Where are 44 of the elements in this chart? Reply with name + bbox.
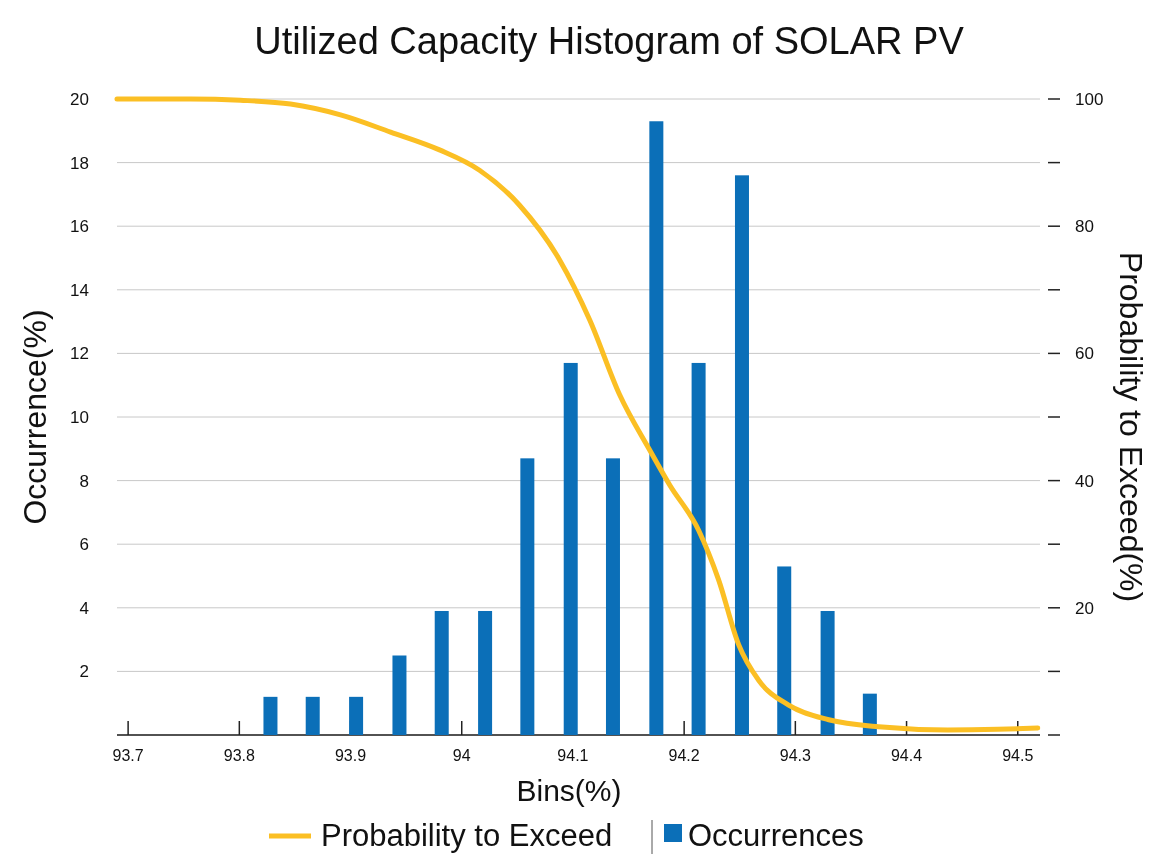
bar [349, 696, 364, 735]
bar [392, 655, 407, 735]
y2-tick-label: 100 [1075, 90, 1104, 109]
bar [605, 458, 620, 735]
y2-axis-title: Probability to Exceed(%) [1113, 251, 1149, 603]
legend-label: Occurrences [688, 818, 864, 853]
y-tick-label: 2 [79, 662, 89, 682]
y-tick-label: 8 [79, 471, 89, 491]
bar [777, 566, 792, 735]
x-tick-label: 94.2 [668, 747, 700, 764]
y-tick-label: 10 [70, 408, 89, 427]
bar [263, 696, 278, 735]
chart-title: Utilized Capacity Histogram of SOLAR PV [254, 20, 965, 62]
x-tick-label: 93.7 [112, 747, 144, 764]
y-tick-label: 6 [79, 535, 89, 555]
bar [434, 610, 449, 735]
x-axis-title: Bins(%) [516, 774, 622, 807]
y-tick-label: 18 [70, 153, 89, 173]
y-axis-title: Occurrence(%) [17, 309, 53, 525]
y-tick-label: 20 [70, 90, 89, 109]
bar [563, 362, 578, 735]
x-tick-label: 94.3 [779, 747, 812, 764]
x-tick-label: 93.8 [223, 747, 255, 764]
bar [649, 121, 664, 735]
bar [734, 175, 749, 735]
bar [305, 696, 320, 735]
y2-tick-label: 20 [1075, 598, 1094, 618]
x-tick-label: 94.1 [557, 747, 589, 764]
y-tick-label: 4 [79, 598, 89, 618]
y2-tick-label: 80 [1075, 217, 1094, 237]
y-tick-label: 14 [70, 280, 89, 300]
x-tick-label: 94.5 [1002, 747, 1034, 764]
y2-tick-label: 60 [1075, 344, 1094, 364]
y-tick-label: 12 [70, 344, 89, 364]
legend-label: Probability to Exceed [321, 818, 613, 853]
bar [520, 458, 535, 735]
bar [478, 610, 493, 735]
y2-tick-label: 40 [1075, 471, 1094, 491]
x-tick-label: 94 [452, 747, 471, 764]
x-tick-label: 93.9 [334, 747, 367, 764]
bar [820, 610, 835, 735]
x-tick-label: 94.4 [890, 747, 923, 764]
bar [691, 362, 706, 735]
y-tick-label: 16 [70, 217, 89, 237]
